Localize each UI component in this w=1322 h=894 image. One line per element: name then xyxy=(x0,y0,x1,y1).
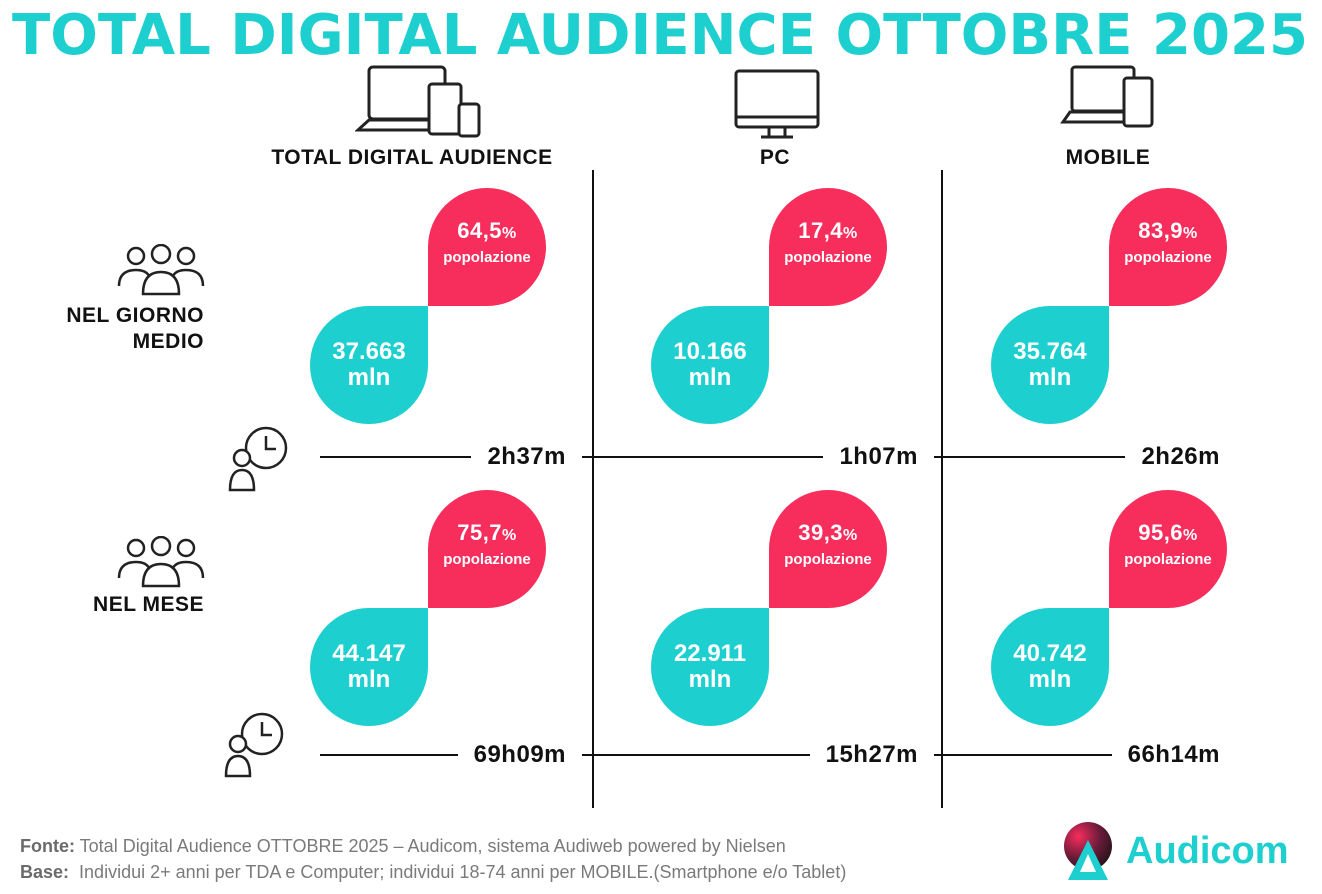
reach-line: 64,5% xyxy=(457,218,517,244)
time-line xyxy=(320,754,458,756)
time-line xyxy=(934,754,1112,756)
reach-blob: 17,4% popolazione xyxy=(769,188,887,306)
reach-value: 95,6 xyxy=(1138,520,1184,545)
reach-blob: 83,9% popolazione xyxy=(1109,188,1227,306)
title: TOTAL DIGITAL AUDIENCE OTTOBRE 2025 xyxy=(12,3,1308,68)
reach-label: popolazione xyxy=(784,249,872,266)
reach-unit: % xyxy=(843,225,858,242)
users-value: 37.663 xyxy=(332,338,406,365)
time-value: 2h26m xyxy=(1141,443,1220,470)
users-blob: 10.166 mln xyxy=(651,306,769,424)
time-icon xyxy=(224,712,284,778)
reach-blob: 64,5% popolazione xyxy=(428,188,546,306)
users-blob: 40.742 mln xyxy=(991,608,1109,726)
reach-line: 95,6% xyxy=(1138,520,1198,546)
users-value: 44.147 xyxy=(332,640,406,667)
reach-unit: % xyxy=(1183,225,1198,242)
users-value: 40.742 xyxy=(1013,640,1087,667)
time-row: 1h07m xyxy=(582,443,918,471)
logo-icon xyxy=(1064,822,1112,880)
devices-icon xyxy=(355,65,481,138)
users-unit: mln xyxy=(688,666,732,693)
pc-icon xyxy=(734,69,820,139)
reach-label: popolazione xyxy=(1124,551,1212,568)
footer-label: Base: xyxy=(20,862,70,882)
divider xyxy=(941,170,943,808)
users-blob: 35.764 mln xyxy=(991,306,1109,424)
footer-text: Individui 2+ anni per TDA e Computer; in… xyxy=(79,862,847,882)
divider xyxy=(592,170,594,808)
users-unit: mln xyxy=(688,364,732,391)
reach-line: 17,4% xyxy=(798,218,858,244)
users-unit: mln xyxy=(1028,364,1072,391)
users-unit: mln xyxy=(1028,666,1072,693)
reach-line: 39,3% xyxy=(798,520,858,546)
time-icon xyxy=(228,426,288,492)
footer-base: Base: Individui 2+ anni per TDA e Comput… xyxy=(20,862,846,883)
time-value: 69h09m xyxy=(473,741,566,768)
time-line xyxy=(320,456,472,458)
reach-label: popolazione xyxy=(784,551,872,568)
time-value: 1h07m xyxy=(839,443,918,470)
users-blob: 37.663 mln xyxy=(310,306,428,424)
footer-source: Fonte: Total Digital Audience OTTOBRE 20… xyxy=(20,836,786,857)
reach-blob: 39,3% popolazione xyxy=(769,490,887,608)
reach-label: popolazione xyxy=(443,551,531,568)
people-icon xyxy=(117,536,205,588)
time-line xyxy=(934,456,1126,458)
time-row: 66h14m xyxy=(934,741,1220,769)
users-unit: mln xyxy=(347,364,391,391)
reach-blob: 95,6% popolazione xyxy=(1109,490,1227,608)
time-row: 2h37m xyxy=(320,443,566,471)
users-value: 10.166 xyxy=(673,338,747,365)
row-label: NEL GIORNO MEDIO xyxy=(66,304,204,353)
reach-unit: % xyxy=(502,527,517,544)
time-row: 15h27m xyxy=(582,741,918,769)
reach-value: 83,9 xyxy=(1138,218,1184,243)
mobile-icon xyxy=(1060,65,1154,128)
logo-text: Audicom xyxy=(1126,830,1289,872)
users-blob: 44.147 mln xyxy=(310,608,428,726)
footer-text: Total Digital Audience OTTOBRE 2025 – Au… xyxy=(79,836,786,856)
time-value: 66h14m xyxy=(1127,741,1220,768)
time-line xyxy=(582,456,824,458)
time-row: 69h09m xyxy=(320,741,566,769)
time-line xyxy=(582,754,810,756)
column-header: MOBILE xyxy=(1065,146,1151,169)
time-value: 15h27m xyxy=(825,741,918,768)
reach-value: 64,5 xyxy=(457,218,503,243)
reach-value: 17,4 xyxy=(798,218,844,243)
column-header: PC xyxy=(759,146,791,169)
reach-label: popolazione xyxy=(443,249,531,266)
users-blob: 22.911 mln xyxy=(651,608,769,726)
footer-label: Fonte: xyxy=(20,836,75,856)
title-area: TOTAL DIGITAL AUDIENCE OTTOBRE 2025 xyxy=(12,3,1308,68)
users-unit: mln xyxy=(347,666,391,693)
reach-value: 75,7 xyxy=(457,520,503,545)
row-label: NEL MESE xyxy=(93,593,204,616)
reach-label: popolazione xyxy=(1124,249,1212,266)
time-value: 2h37m xyxy=(487,443,566,470)
users-value: 35.764 xyxy=(1013,338,1087,365)
people-icon xyxy=(117,244,205,296)
reach-unit: % xyxy=(1183,527,1198,544)
reach-blob: 75,7% popolazione xyxy=(428,490,546,608)
users-value: 22.911 xyxy=(673,640,747,667)
time-row: 2h26m xyxy=(934,443,1220,471)
reach-line: 83,9% xyxy=(1138,218,1198,244)
reach-value: 39,3 xyxy=(798,520,844,545)
column-header: TOTAL DIGITAL AUDIENCE xyxy=(271,146,553,169)
reach-line: 75,7% xyxy=(457,520,517,546)
reach-unit: % xyxy=(843,527,858,544)
reach-unit: % xyxy=(502,225,517,242)
